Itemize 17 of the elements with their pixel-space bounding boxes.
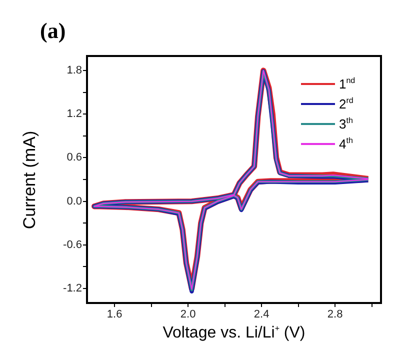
- legend-label: 1$^{nd}$: [339, 76, 356, 92]
- x-axis-title: Voltage vs. Li/Li$^{+}$ (V): [162, 324, 306, 342]
- y-tick-label: 1.8: [66, 64, 82, 77]
- x-tick-label: 2.8: [327, 308, 343, 321]
- legend-label: 3$^{th}$: [339, 116, 353, 132]
- y-tick-label: -0.6: [63, 238, 82, 251]
- x-tick-label: 1.6: [106, 308, 122, 321]
- y-tick-label: 0.6: [66, 152, 82, 164]
- y-tick-label: 1.2: [66, 108, 82, 120]
- y-tick-label: 0.0: [66, 195, 82, 208]
- legend-label: 2$^{rd}$: [339, 96, 354, 112]
- chart-title: (a): [40, 18, 66, 44]
- x-tick-label: 2.4: [254, 308, 270, 321]
- legend-label: 4$^{th}$: [339, 136, 353, 152]
- y-tick-label: -1.2: [63, 282, 82, 294]
- y-axis-title: Current (mA): [20, 130, 40, 230]
- x-tick-label: 2.0: [180, 308, 196, 321]
